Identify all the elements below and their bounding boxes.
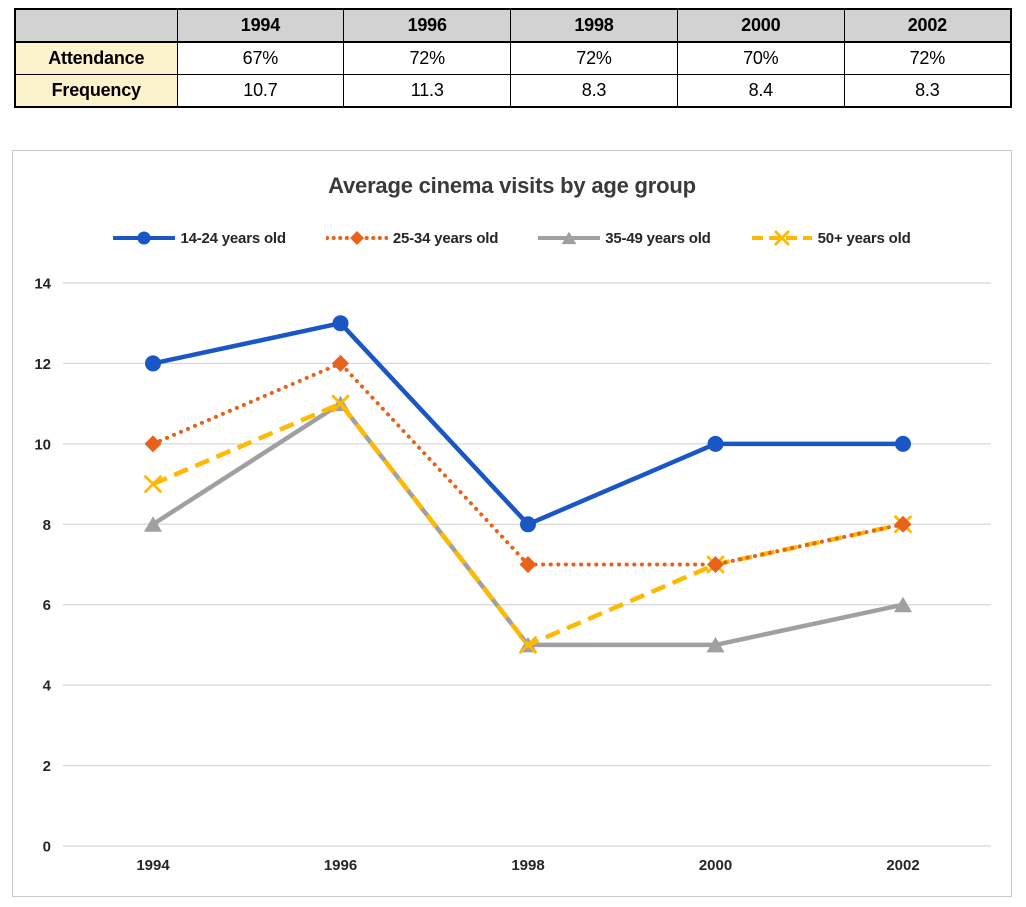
legend-swatch <box>538 231 601 245</box>
x-axis-tick-label: 1996 <box>324 857 357 874</box>
legend-swatch <box>751 230 812 246</box>
table-corner-cell <box>14 8 178 43</box>
row-label: Attendance <box>14 41 178 75</box>
y-axis-tick-label: 14 <box>34 276 51 293</box>
x-axis-tick-label: 1994 <box>136 857 170 874</box>
table-cell: 72% <box>343 41 512 75</box>
chart-title: Average cinema visits by age group <box>328 173 696 198</box>
circle-marker <box>137 231 151 245</box>
series-line <box>151 361 905 567</box>
table-cell: 8.3 <box>510 74 678 108</box>
legend-label: 14-24 years old <box>180 229 286 247</box>
triangle-marker <box>894 596 912 613</box>
table-cell: 70% <box>676 41 845 75</box>
series-14-24-years-old <box>145 315 911 533</box>
legend-label: 50+ years old <box>817 229 911 247</box>
table-year-header: 1996 <box>343 8 512 43</box>
x-axis-tick-label: 2002 <box>886 857 919 874</box>
y-axis-tick-label: 4 <box>43 678 52 695</box>
y-axis-tick-label: 12 <box>34 356 51 373</box>
x-marker <box>331 394 350 413</box>
table-year-header: 1994 <box>176 8 345 43</box>
table-year-header: 2002 <box>843 8 1012 43</box>
y-axis-tick-label: 0 <box>43 839 51 856</box>
chart-legend: 14-24 years old 25-34 years old 35-49 year… <box>13 229 1011 247</box>
series-line <box>150 320 906 527</box>
table-row-frequency: Frequency 10.7 11.3 8.3 8.4 8.3 <box>14 74 1012 108</box>
summary-table-section: 1994 1996 1998 2000 2002 Attendance 67% … <box>14 8 1012 108</box>
table-cell: 8.4 <box>676 74 845 108</box>
y-axis-tick-label: 10 <box>34 436 51 453</box>
table-year-header: 2000 <box>676 8 845 43</box>
legend-item: 50+ years old <box>751 229 911 247</box>
legend-item: 14-24 years old <box>113 229 286 247</box>
diamond-marker <box>144 435 162 453</box>
y-axis-tick-label: 6 <box>43 597 51 614</box>
legend-swatch <box>325 231 388 245</box>
table-row-attendance: Attendance 67% 72% 72% 70% 72% <box>14 41 1012 75</box>
legend-label: 35-49 years old <box>605 229 711 247</box>
x-axis-tick-label: 2000 <box>699 857 732 874</box>
circle-marker <box>145 355 161 372</box>
table-cell: 72% <box>843 41 1012 75</box>
legend-label: 25-34 years old <box>392 229 499 247</box>
table-cell: 8.3 <box>843 74 1012 108</box>
circle-marker <box>520 516 536 533</box>
circle-marker <box>332 315 349 332</box>
series-25-34-years-old <box>144 354 912 573</box>
diamond-marker <box>519 556 537 573</box>
table-cell: 10.7 <box>176 74 345 108</box>
row-label: Frequency <box>14 74 178 108</box>
triangle-marker <box>144 516 162 532</box>
triangle-marker <box>706 636 725 653</box>
legend-swatch <box>113 231 176 245</box>
x-marker <box>144 475 162 493</box>
data-table: 1994 1996 1998 2000 2002 Attendance 67% … <box>14 8 1012 108</box>
diamond-marker <box>707 556 724 573</box>
chart-panel: Average cinema visits by age group 14-24… <box>12 150 1012 897</box>
x-marker <box>519 636 537 654</box>
y-axis-tick-label: 2 <box>43 758 51 775</box>
triangle-marker <box>561 231 577 245</box>
x-axis-tick-label: 1998 <box>511 857 544 874</box>
table-header-row: 1994 1996 1998 2000 2002 <box>14 8 1012 43</box>
x-marker <box>774 230 790 246</box>
table-year-header: 1998 <box>510 8 678 43</box>
diamond-marker <box>349 231 364 245</box>
diamond-marker <box>332 354 349 372</box>
legend-item: 25-34 years old <box>325 229 499 247</box>
diamond-marker <box>894 515 912 533</box>
table-cell: 67% <box>176 41 345 75</box>
table-cell: 11.3 <box>343 74 512 108</box>
circle-marker <box>707 435 724 452</box>
y-axis-tick-label: 8 <box>43 517 51 534</box>
legend-item: 35-49 years old <box>538 229 711 247</box>
line-chart-svg: 0 2 4 6 8 10 12 14 1994 1996 1998 2000 2002 <box>34 276 991 874</box>
circle-marker <box>895 435 911 452</box>
table-cell: 72% <box>510 41 678 75</box>
